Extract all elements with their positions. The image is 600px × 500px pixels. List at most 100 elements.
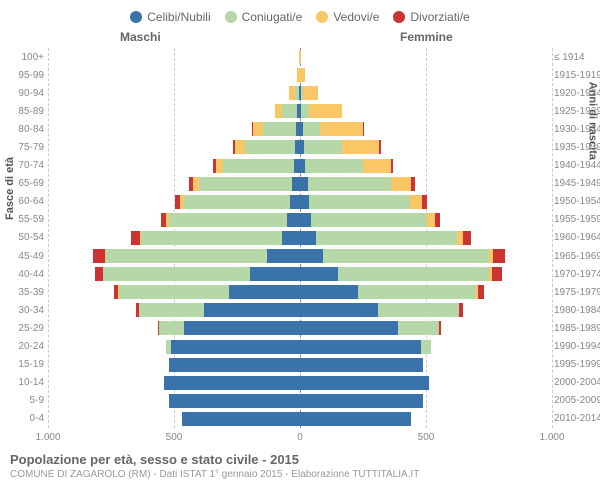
bar-segment (171, 340, 300, 354)
bar-female (300, 285, 484, 299)
bar-segment (169, 213, 287, 227)
age-tick: 75-79 (4, 142, 44, 153)
bar-group (48, 213, 552, 227)
age-row: 65-691945-1949 (48, 175, 552, 193)
birth-tick: ≤ 1914 (554, 52, 600, 63)
bar-segment (300, 195, 309, 209)
birth-tick: 1980-1984 (554, 305, 600, 316)
bar-segment (235, 140, 245, 154)
bar-female (300, 321, 441, 335)
age-tick: 90-94 (4, 88, 44, 99)
bar-segment (169, 394, 300, 408)
bar-female (300, 412, 411, 426)
bar-segment (379, 140, 380, 154)
birth-tick: 1935-1939 (554, 142, 600, 153)
bar-segment (300, 177, 308, 191)
bar-female (300, 159, 393, 173)
age-row: 55-591955-1959 (48, 211, 552, 229)
birth-tick: 1925-1929 (554, 106, 600, 117)
bar-segment (223, 159, 294, 173)
legend-label: Celibi/Nubili (147, 10, 210, 24)
birth-tick: 2005-2009 (554, 395, 600, 406)
age-row: 5-92005-2009 (48, 392, 552, 410)
bar-group (48, 321, 552, 335)
birth-tick: 1965-1969 (554, 251, 600, 262)
bar-male (169, 394, 300, 408)
bar-segment (141, 231, 282, 245)
age-tick: 35-39 (4, 287, 44, 298)
age-row: 10-142000-2004 (48, 374, 552, 392)
bar-female (300, 213, 440, 227)
bar-female (300, 267, 502, 281)
bar-segment (106, 249, 267, 263)
bar-segment (245, 140, 295, 154)
birth-tick: 1955-1959 (554, 214, 600, 225)
bar-segment (287, 213, 300, 227)
bar-segment (282, 231, 300, 245)
birth-tick: 1960-1964 (554, 232, 600, 243)
bar-group (48, 394, 552, 408)
x-tick: 500 (166, 432, 183, 443)
bar-segment (199, 177, 292, 191)
bar-segment (182, 412, 300, 426)
age-row: 85-891925-1929 (48, 102, 552, 120)
bar-segment (164, 376, 300, 390)
x-tick: 1.000 (539, 432, 564, 443)
age-row: 80-841930-1934 (48, 120, 552, 138)
bar-segment (493, 249, 506, 263)
bar-segment (184, 195, 290, 209)
bar-group (48, 376, 552, 390)
bar-group (48, 177, 552, 191)
bar-segment (204, 303, 300, 317)
footer-title: Popolazione per età, sesso e stato civil… (10, 452, 590, 467)
bar-female (300, 231, 471, 245)
bar-segment (309, 195, 410, 209)
bar-group (48, 140, 552, 154)
footer-subtitle: COMUNE DI ZAGAROLO (RM) - Dati ISTAT 1° … (10, 469, 590, 480)
bar-segment (311, 213, 427, 227)
age-tick: 100+ (4, 52, 44, 63)
age-tick: 40-44 (4, 269, 44, 280)
age-tick: 15-19 (4, 359, 44, 370)
bar-segment (300, 285, 358, 299)
bar-segment (300, 358, 423, 372)
bar-segment (300, 249, 323, 263)
bar-segment (282, 104, 297, 118)
birth-tick: 1930-1934 (554, 124, 600, 135)
bar-group (48, 122, 552, 136)
bar-segment (308, 177, 391, 191)
birth-tick: 1985-1989 (554, 323, 600, 334)
bar-group (48, 68, 552, 82)
bar-segment (363, 122, 364, 136)
birth-tick: 1945-1949 (554, 178, 600, 189)
bar-segment (250, 267, 300, 281)
bar-segment (463, 231, 472, 245)
bar-male (158, 321, 300, 335)
bar-segment (301, 104, 309, 118)
bar-segment (300, 376, 429, 390)
bar-female (300, 249, 505, 263)
birth-tick: 1920-1924 (554, 88, 600, 99)
bar-segment (303, 86, 318, 100)
legend-label: Coniugati/e (242, 10, 303, 24)
legend-swatch (130, 11, 142, 23)
age-row: 35-391975-1979 (48, 283, 552, 301)
bar-segment (300, 267, 338, 281)
bar-male (136, 303, 300, 317)
bar-segment (316, 231, 457, 245)
x-tick: 500 (418, 432, 435, 443)
age-tick: 45-49 (4, 251, 44, 262)
bar-segment (300, 213, 311, 227)
bar-male (161, 213, 300, 227)
bar-group (48, 340, 552, 354)
population-pyramid-chart: Celibi/NubiliConiugati/eVedovi/eDivorzia… (0, 0, 600, 500)
bar-segment (216, 159, 224, 173)
bar-segment (159, 321, 184, 335)
age-row: 50-541960-1964 (48, 229, 552, 247)
age-row: 60-641950-1954 (48, 193, 552, 211)
age-row: 30-341980-1984 (48, 301, 552, 319)
bar-segment (300, 68, 305, 82)
age-tick: 70-74 (4, 160, 44, 171)
legend-item: Coniugati/e (225, 6, 303, 28)
age-row: 95-991915-1919 (48, 66, 552, 84)
